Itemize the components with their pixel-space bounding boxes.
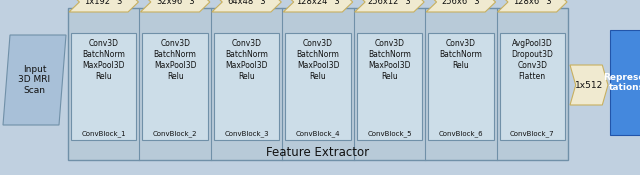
Text: AvgPool3D
Dropout3D
Conv3D
Flatten: AvgPool3D Dropout3D Conv3D Flatten [511,39,553,81]
Polygon shape [3,35,66,125]
Text: 1x512: 1x512 [575,80,603,89]
Bar [71,33,136,140]
Polygon shape [426,0,495,12]
Text: ConvBlock_3: ConvBlock_3 [224,130,269,137]
Text: ConvBlock_7: ConvBlock_7 [510,130,555,137]
Bar [68,8,568,160]
Polygon shape [284,0,353,12]
Bar [428,33,493,140]
Text: Conv3D
BatchNorm
Relu: Conv3D BatchNorm Relu [440,39,483,70]
Polygon shape [570,65,608,105]
Text: ConvBlock_5: ConvBlock_5 [367,130,412,137]
Text: ConvBlock_4: ConvBlock_4 [296,130,340,137]
Text: Conv3D
BatchNorm
MaxPool3D
Relu: Conv3D BatchNorm MaxPool3D Relu [296,39,339,81]
Text: 64x48^3: 64x48^3 [227,0,266,6]
Bar [500,33,565,140]
Bar [285,33,351,140]
Text: Conv3D
BatchNorm
MaxPool3D
Relu: Conv3D BatchNorm MaxPool3D Relu [368,39,411,81]
Bar [214,33,279,140]
Text: ConvBlock_6: ConvBlock_6 [438,130,483,137]
Polygon shape [355,0,424,12]
Text: 1x192^3: 1x192^3 [84,0,123,6]
Text: Represen
tations: Represen tations [603,73,640,92]
Text: Conv3D
BatchNorm
MaxPool3D
Relu: Conv3D BatchNorm MaxPool3D Relu [225,39,268,81]
Text: 128x6^3: 128x6^3 [513,0,552,6]
Text: Feature Extractor: Feature Extractor [266,145,369,159]
Polygon shape [497,0,567,12]
Bar [143,33,208,140]
Text: Conv3D
BatchNorm
MaxPool3D
Relu: Conv3D BatchNorm MaxPool3D Relu [154,39,196,81]
Text: Input
3D MRI
Scan: Input 3D MRI Scan [19,65,51,95]
Text: ConvBlock_2: ConvBlock_2 [153,130,197,137]
Text: 128x24^3: 128x24^3 [296,0,340,6]
Polygon shape [69,0,138,12]
Text: 256x6^3: 256x6^3 [442,0,480,6]
Text: 32x96^3: 32x96^3 [156,0,195,6]
Text: 256x12^3: 256x12^3 [367,0,412,6]
Polygon shape [610,30,640,135]
Polygon shape [212,0,282,12]
Text: ConvBlock_1: ConvBlock_1 [81,130,126,137]
Polygon shape [140,0,210,12]
Text: Conv3D
BatchNorm
MaxPool3D
Relu: Conv3D BatchNorm MaxPool3D Relu [83,39,125,81]
Bar [356,33,422,140]
